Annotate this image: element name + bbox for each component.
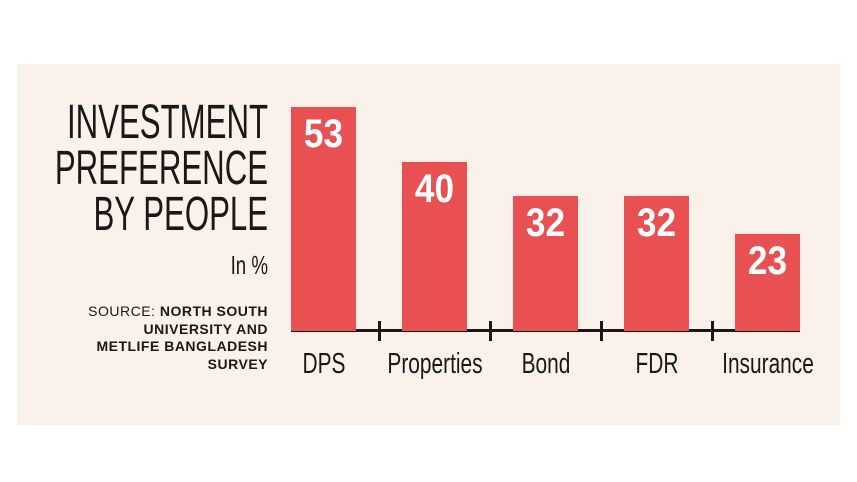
category-label-fdr: FDR (635, 348, 678, 380)
source-note: SOURCE: NORTH SOUTH UNIVERSITY AND METLI… (88, 303, 268, 373)
bar-value-label-properties: 40 (414, 167, 455, 211)
source-line-4: SURVEY (207, 355, 268, 372)
bar-insurance: 23 (735, 234, 800, 331)
chart-title: INVESTMENT PREFERENCE BY PEOPLE (54, 96, 269, 241)
category-label-dps: DPS (302, 348, 345, 380)
category-label-properties: Properties (386, 348, 483, 380)
bar-chart: 53 DPS 40 Properties 32 Bond 32 FDR 23 Insurance (17, 64, 840, 425)
source-prefix: SOURCE: (88, 303, 156, 319)
category-label-bond: Bond (521, 348, 570, 380)
axis-tick-2 (488, 321, 492, 341)
bar-dps: 53 (291, 107, 356, 331)
bar-value-label-bond: 32 (525, 201, 566, 245)
title-line-1: INVESTMENT (66, 96, 268, 149)
source-line-3: METLIFE BANGLADESH (96, 338, 268, 354)
bar-value-label-dps: 53 (303, 112, 344, 156)
axis-tick-4 (710, 321, 714, 341)
chart-panel: INVESTMENT PREFERENCE BY PEOPLE In % SOU… (17, 64, 840, 425)
bar-properties: 40 (402, 162, 467, 331)
source-line-2: UNIVERSITY AND (143, 320, 268, 337)
title-line-3: BY PEOPLE (93, 188, 269, 241)
axis-tick-1 (377, 321, 381, 341)
bar-bond: 32 (513, 196, 578, 331)
unit-label: In % (230, 250, 268, 280)
bar-value-label-insurance: 23 (747, 239, 788, 283)
bar-fdr: 32 (624, 196, 689, 331)
bar-value-label-fdr: 32 (636, 201, 677, 245)
source-line-1-text: NORTH SOUTH (159, 303, 268, 319)
category-label-insurance: Insurance (721, 348, 814, 380)
source-line-1: SOURCE: NORTH SOUTH (88, 303, 268, 321)
title-line-2: PREFERENCE (54, 142, 268, 195)
axis-tick-3 (599, 321, 603, 341)
